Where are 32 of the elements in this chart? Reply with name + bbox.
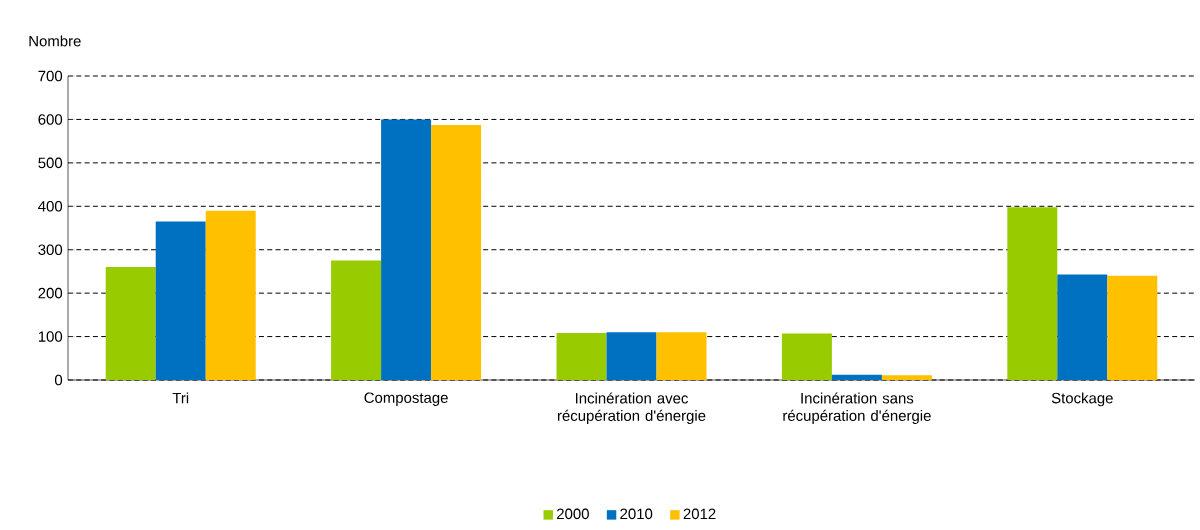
legend-label: 2000 (557, 508, 589, 520)
y-tick-label: 400 (38, 200, 63, 212)
x-tick-label: Stockage (1051, 392, 1113, 407)
x-tick-label: Compostage (364, 392, 448, 406)
bar (831, 374, 882, 380)
legend-label: 2010 (620, 508, 653, 520)
bar (205, 210, 256, 380)
x-tick-label: Tri (172, 392, 189, 404)
x-tick-label: Incinération avec récupération d'énergie (557, 392, 706, 424)
bar (1057, 274, 1108, 380)
y-tick-label: 500 (38, 157, 63, 169)
bar (1007, 207, 1058, 380)
bar (105, 267, 156, 380)
y-axis-title: Nombre (29, 35, 81, 47)
bar (381, 119, 432, 380)
bar (331, 260, 382, 380)
y-tick-label: 0 (54, 374, 63, 386)
bar (656, 332, 707, 380)
x-tick-label: Incinération sans récupération d'énergie (783, 392, 931, 424)
y-tick-label: 200 (38, 287, 63, 299)
y-tick-label: 600 (38, 114, 63, 125)
bar (155, 221, 206, 380)
y-tick-label: 300 (38, 244, 63, 256)
y-tick-label: 100 (38, 331, 63, 342)
bar (1107, 275, 1158, 380)
legend-label: 2012 (683, 508, 716, 520)
bar (781, 333, 832, 380)
bar (431, 125, 482, 380)
bar (556, 333, 607, 380)
bar (606, 332, 657, 380)
y-tick-label: 700 (38, 70, 63, 82)
bar (881, 375, 932, 380)
